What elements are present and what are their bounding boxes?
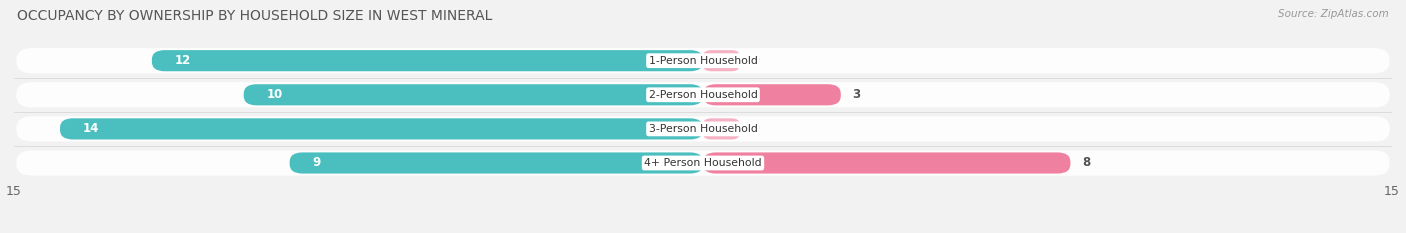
Text: 0: 0 [751,54,759,67]
FancyBboxPatch shape [17,150,1389,176]
FancyBboxPatch shape [60,118,703,140]
Text: 10: 10 [267,88,283,101]
Text: 4+ Person Household: 4+ Person Household [644,158,762,168]
FancyBboxPatch shape [703,118,740,140]
Text: 14: 14 [83,122,100,135]
FancyBboxPatch shape [17,116,1389,141]
FancyBboxPatch shape [152,50,703,71]
Text: 9: 9 [312,157,321,169]
FancyBboxPatch shape [703,152,1070,174]
Text: 8: 8 [1083,157,1090,169]
FancyBboxPatch shape [290,152,703,174]
FancyBboxPatch shape [243,84,703,105]
Text: Source: ZipAtlas.com: Source: ZipAtlas.com [1278,9,1389,19]
Text: 1-Person Household: 1-Person Household [648,56,758,66]
FancyBboxPatch shape [17,48,1389,73]
Text: 0: 0 [751,122,759,135]
FancyBboxPatch shape [703,84,841,105]
Text: 12: 12 [174,54,191,67]
FancyBboxPatch shape [703,50,740,71]
Text: 2-Person Household: 2-Person Household [648,90,758,100]
Text: 3-Person Household: 3-Person Household [648,124,758,134]
Text: 3: 3 [852,88,860,101]
Text: OCCUPANCY BY OWNERSHIP BY HOUSEHOLD SIZE IN WEST MINERAL: OCCUPANCY BY OWNERSHIP BY HOUSEHOLD SIZE… [17,9,492,23]
FancyBboxPatch shape [17,82,1389,107]
